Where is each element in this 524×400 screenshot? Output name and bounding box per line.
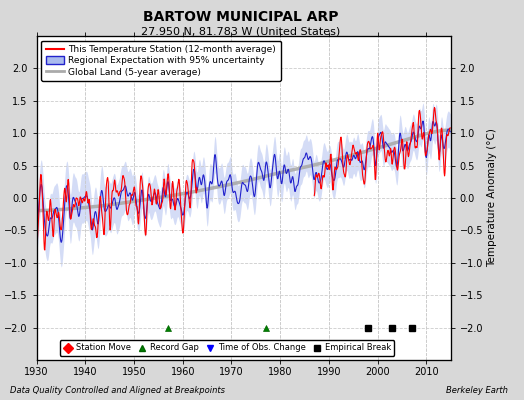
Text: Data Quality Controlled and Aligned at Breakpoints: Data Quality Controlled and Aligned at B…: [10, 386, 225, 395]
Text: BARTOW MUNICIPAL ARP: BARTOW MUNICIPAL ARP: [143, 10, 339, 24]
Text: Berkeley Earth: Berkeley Earth: [446, 386, 508, 395]
Text: 27.950 N, 81.783 W (United States): 27.950 N, 81.783 W (United States): [141, 26, 341, 36]
Y-axis label: Temperature Anomaly (°C): Temperature Anomaly (°C): [487, 128, 497, 268]
Legend: Station Move, Record Gap, Time of Obs. Change, Empirical Break: Station Move, Record Gap, Time of Obs. C…: [60, 340, 395, 356]
